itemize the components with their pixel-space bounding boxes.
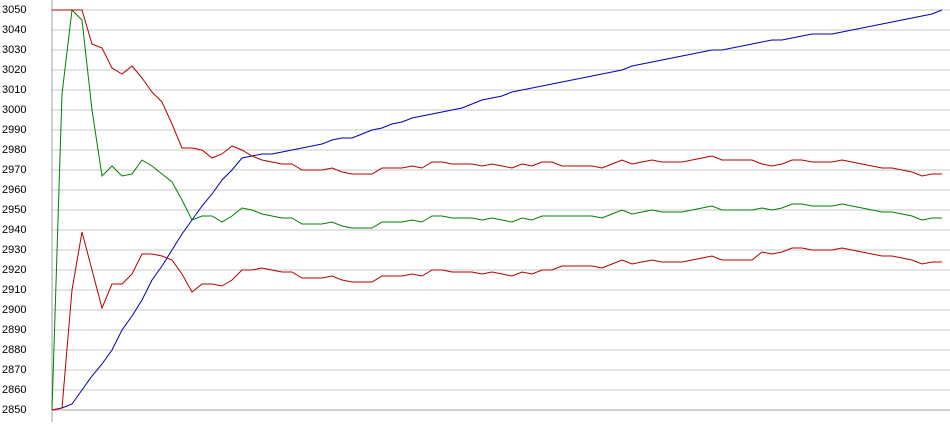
- y-tick-label: 2850: [2, 404, 26, 416]
- y-tick-label: 2950: [2, 204, 26, 216]
- series-line: [51, 231, 942, 411]
- series-line: [51, 9, 943, 411]
- y-tick-label: 2870: [2, 364, 26, 376]
- y-tick-label: 2970: [2, 164, 26, 176]
- y-tick-label: 2940: [2, 224, 26, 236]
- y-tick-label: 2890: [2, 324, 26, 336]
- y-tick-label: 2930: [2, 244, 26, 256]
- y-tick-label: 2920: [2, 264, 26, 276]
- series-line: [52, 9, 942, 177]
- y-tick-label: 2880: [2, 344, 26, 356]
- y-tick-label: 2860: [2, 384, 26, 396]
- y-tick-label: 3020: [2, 64, 26, 76]
- y-tick-label: 3030: [2, 44, 26, 56]
- y-tick-label: 2990: [2, 124, 26, 136]
- y-tick-label: 3010: [2, 84, 26, 96]
- y-tick-label: 2980: [2, 144, 26, 156]
- series-line: [51, 8, 942, 411]
- y-tick-label: 3040: [2, 24, 26, 36]
- y-tick-label: 2910: [2, 284, 26, 296]
- y-tick-label: 3000: [2, 104, 26, 116]
- y-tick-label: 3050: [2, 4, 26, 16]
- y-tick-label: 2900: [2, 304, 26, 316]
- y-tick-label: 2960: [2, 184, 26, 196]
